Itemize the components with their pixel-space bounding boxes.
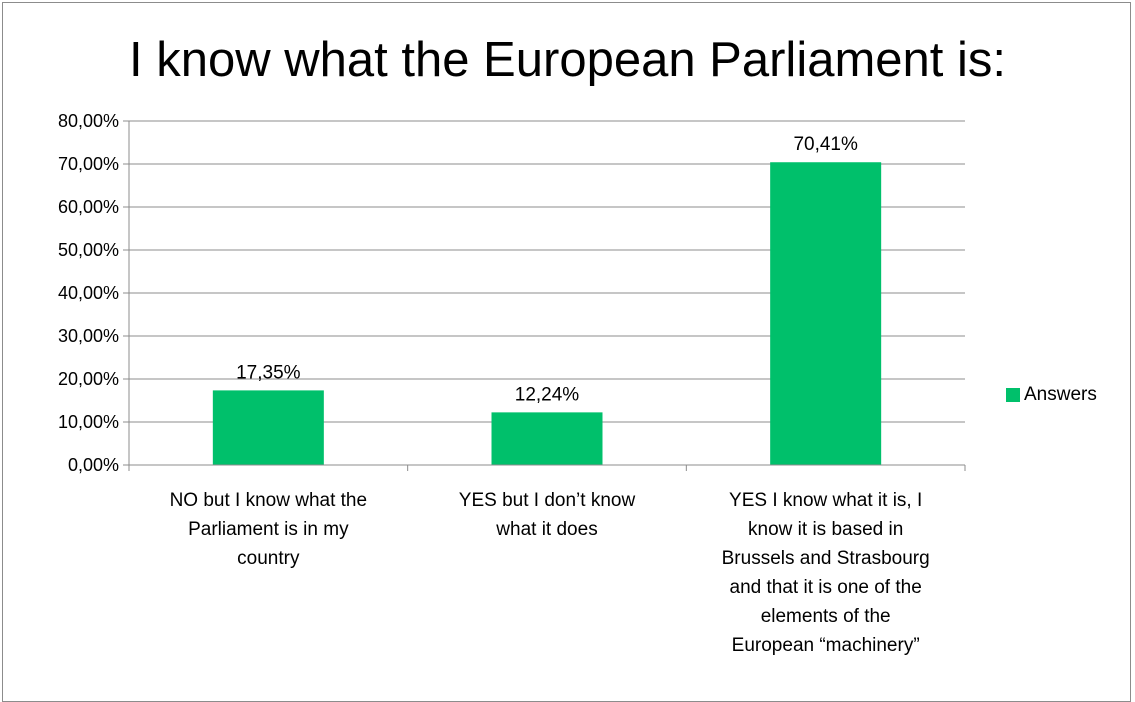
x-category-label: NO but I know what the Parliament is in m… bbox=[170, 490, 368, 569]
y-tick-label: 30,00% bbox=[58, 326, 119, 346]
bar bbox=[491, 412, 603, 465]
legend: Answers bbox=[1006, 383, 1097, 407]
legend-label-answers: Answers bbox=[1024, 384, 1097, 405]
y-tick-label: 80,00% bbox=[58, 111, 119, 131]
y-tick-label: 0,00% bbox=[68, 455, 119, 475]
y-tick-label: 70,00% bbox=[58, 154, 119, 174]
data-label: 12,24% bbox=[515, 384, 580, 405]
bar bbox=[770, 162, 882, 465]
x-category-label: YES but I don’t know what it does bbox=[459, 490, 636, 540]
y-tick-label: 10,00% bbox=[58, 412, 119, 432]
legend-swatch-answers bbox=[1006, 388, 1020, 402]
chart-title: I know what the European Parliament is: bbox=[128, 33, 1007, 87]
bar-chart: 0,00% 10,00% 20,00% 30,00% 40,00% 50,00% 60,00… bbox=[58, 111, 966, 656]
data-label: 17,35% bbox=[236, 362, 301, 383]
y-tick-label: 40,00% bbox=[58, 283, 119, 303]
data-label: 70,41% bbox=[793, 134, 858, 155]
y-tick-label: 20,00% bbox=[58, 369, 119, 389]
bar bbox=[212, 390, 324, 465]
y-tick-label: 60,00% bbox=[58, 197, 119, 217]
y-tick-label: 50,00% bbox=[58, 240, 119, 260]
